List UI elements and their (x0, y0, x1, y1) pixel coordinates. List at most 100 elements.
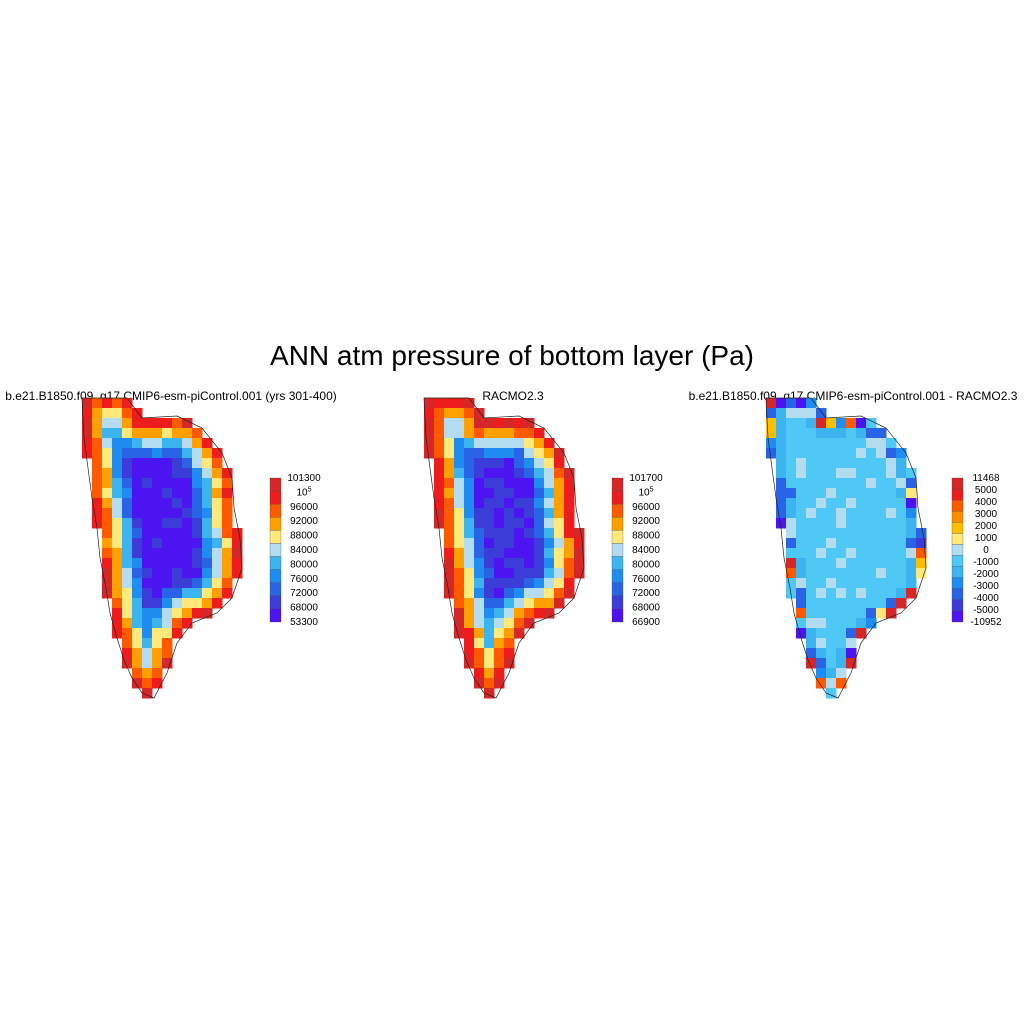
map-cell (514, 548, 525, 559)
colorbar-tick-label: 76000 (632, 574, 660, 585)
map-cell (846, 508, 857, 519)
map-cell (806, 488, 817, 499)
map-cell (514, 618, 525, 629)
map-cell (142, 498, 153, 509)
map-cell (202, 458, 213, 469)
map-cell (162, 428, 173, 439)
map-cell (806, 438, 817, 449)
map-cell (806, 518, 817, 529)
map-cell (484, 528, 495, 539)
map-cell (786, 548, 797, 559)
map-cell (192, 428, 203, 439)
map-cell (454, 438, 465, 449)
map-cell (202, 478, 213, 489)
map-cell (554, 598, 565, 609)
map-cell (836, 618, 847, 629)
map-cell (152, 458, 163, 469)
map-cell (172, 548, 183, 559)
map-cell (826, 608, 837, 619)
colorbar-swatch (951, 533, 964, 545)
map-cell (172, 588, 183, 599)
map-cell (886, 598, 897, 609)
map-cell (112, 588, 123, 599)
map-cell (826, 418, 837, 429)
map-cell (524, 498, 535, 509)
map-cell (464, 628, 475, 639)
colorbar-swatch (611, 569, 624, 583)
map-cell (172, 478, 183, 489)
map-cell (102, 458, 113, 469)
map-cell (132, 578, 143, 589)
map-cell (856, 548, 867, 559)
map-cell (202, 488, 213, 499)
map-cell (866, 448, 877, 459)
coastline (81, 397, 243, 699)
map-cell (906, 588, 917, 599)
map-cell (524, 468, 535, 479)
map-cell (846, 568, 857, 579)
map-cell (806, 578, 817, 589)
map-cell (182, 548, 193, 559)
map-cell (182, 608, 193, 619)
colorbar-tick-label: 101700 (629, 473, 663, 484)
map-cell (856, 598, 867, 609)
map-cell (444, 548, 455, 559)
map-cell (504, 648, 515, 659)
map-cell (514, 428, 525, 439)
map-cell (786, 538, 797, 549)
map-cell (162, 508, 173, 519)
map-cell (474, 608, 485, 619)
colorbar-swatch (611, 490, 624, 505)
map-cell (152, 678, 163, 689)
map-cell (816, 418, 827, 429)
map-cell (474, 618, 485, 629)
map-cell (896, 518, 907, 529)
map-cell (786, 428, 797, 439)
map-cell (796, 518, 807, 529)
map-cell (152, 568, 163, 579)
map-cell (896, 478, 907, 489)
map-cell (494, 578, 505, 589)
map-cell (766, 448, 777, 459)
map-cell (534, 478, 545, 489)
map-cell (564, 508, 575, 519)
colorbar-swatch (269, 543, 282, 557)
map-cell (142, 428, 153, 439)
panel-3-map (765, 397, 927, 699)
map-cell (122, 608, 133, 619)
map-cell (434, 478, 445, 489)
map-cell (886, 458, 897, 469)
colorbar-tick-label: 92000 (632, 516, 660, 527)
map-cell (534, 468, 545, 479)
map-cell (132, 498, 143, 509)
map-cell (152, 638, 163, 649)
map-cell (776, 428, 787, 439)
map-cell (766, 418, 777, 429)
map-cell (444, 428, 455, 439)
map-cell (102, 468, 113, 479)
map-cell (444, 418, 455, 429)
map-cell (182, 578, 193, 589)
colorbar-tick-label: 84000 (632, 545, 660, 556)
map-cell (816, 438, 827, 449)
map-cell (796, 488, 807, 499)
map-cell (132, 428, 143, 439)
map-cell (122, 408, 133, 419)
map-cell (886, 438, 897, 449)
map-cell (494, 498, 505, 509)
map-cell (444, 498, 455, 509)
map-cell (816, 548, 827, 559)
map-cell (142, 548, 153, 559)
map-cell (796, 628, 807, 639)
map-cell (172, 598, 183, 609)
map-cell (514, 568, 525, 579)
map-cell (846, 458, 857, 469)
map-cell (856, 628, 867, 639)
map-cell (484, 608, 495, 619)
map-cell (866, 598, 877, 609)
map-cell (866, 488, 877, 499)
map-cell (202, 468, 213, 479)
map-cell (484, 428, 495, 439)
colorbar-swatch (611, 595, 624, 610)
map-cell (112, 458, 123, 469)
